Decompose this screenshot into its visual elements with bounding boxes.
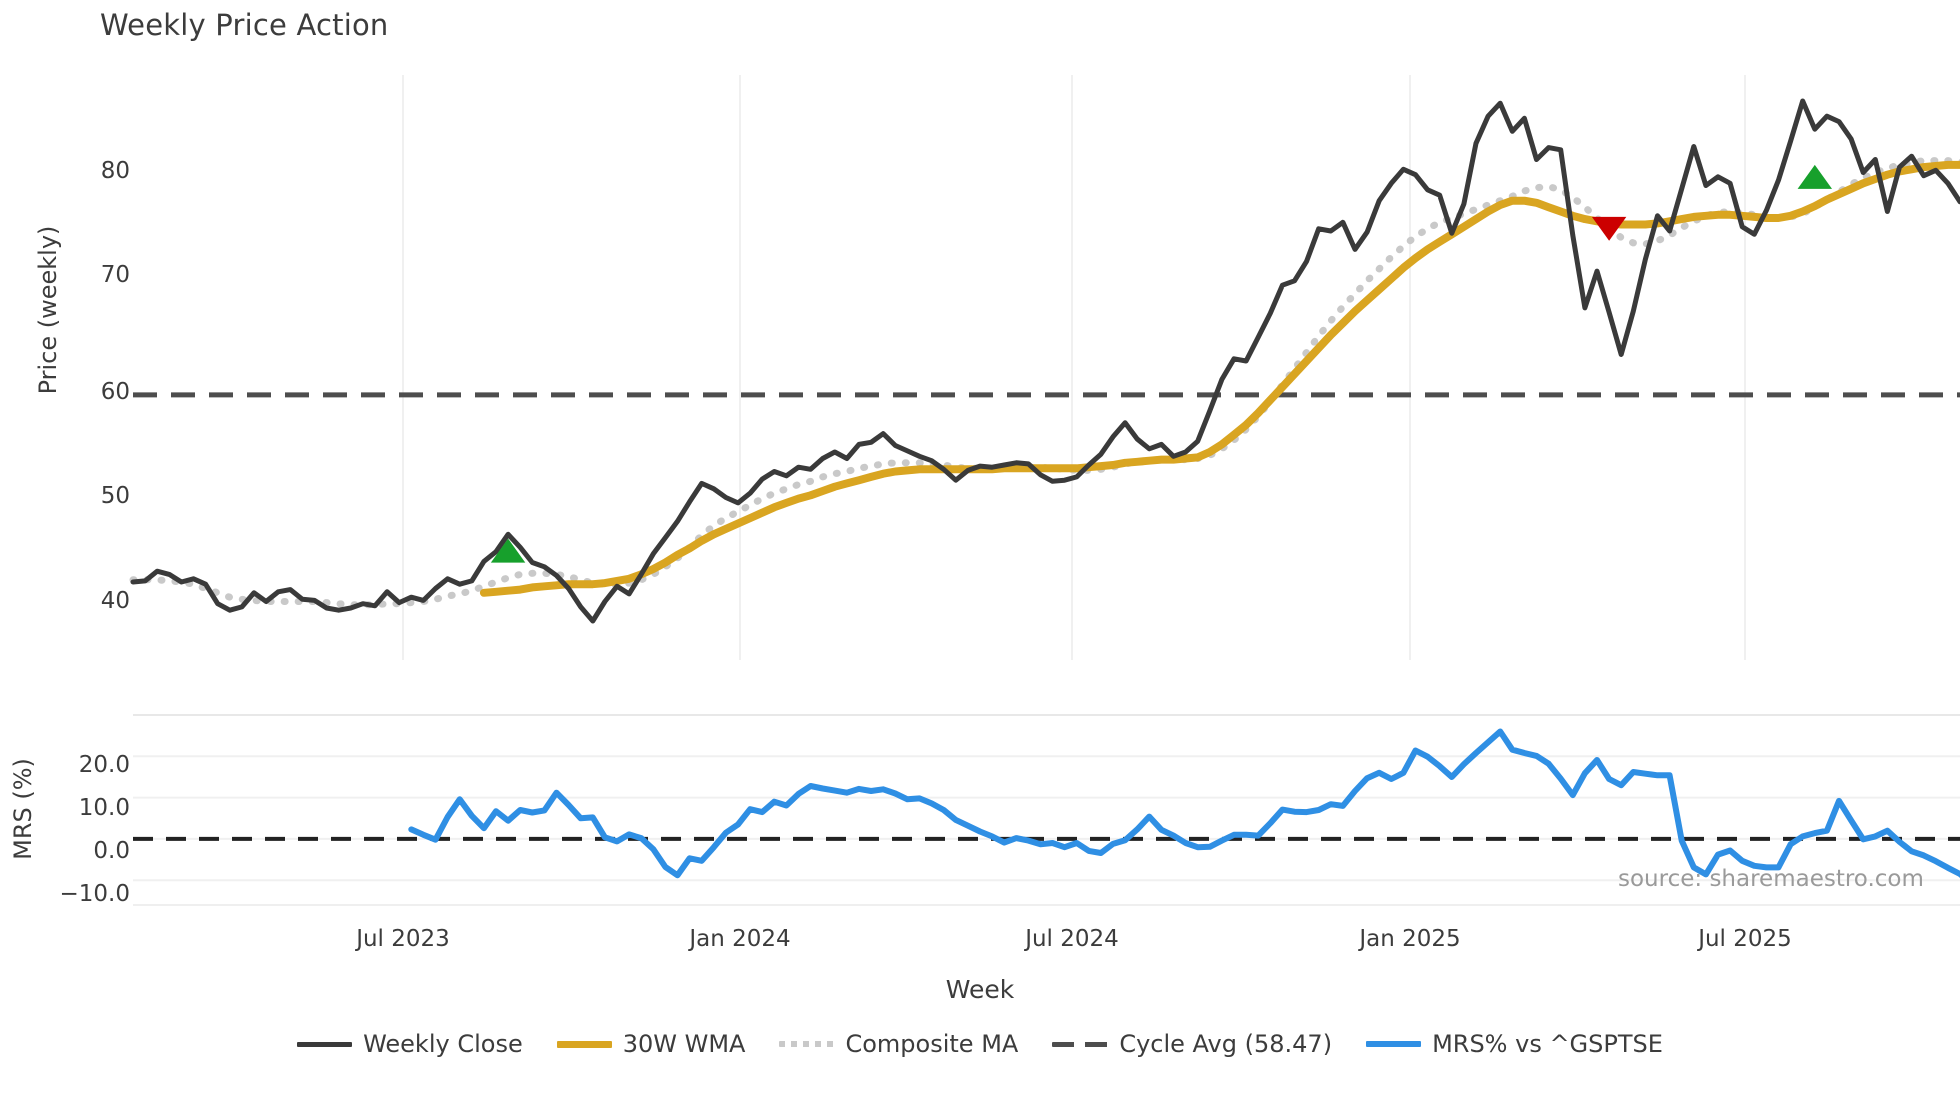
line-swatch-icon bbox=[297, 1041, 353, 1047]
chart-legend: Weekly Close 30W WMA Composite MA Cycle … bbox=[0, 1030, 1960, 1058]
source-watermark: source: sharemaestro.com bbox=[1618, 866, 1924, 892]
line-swatch-icon bbox=[556, 1040, 612, 1048]
wma-line bbox=[479, 160, 1960, 597]
y-tick-price-60: 60 bbox=[100, 379, 130, 405]
legend-label: 30W WMA bbox=[622, 1030, 746, 1058]
sell-marker-triangle-down bbox=[1591, 216, 1627, 241]
x-tick-jul-2024: Jul 2024 bbox=[1025, 926, 1119, 952]
dashed-line-swatch-icon bbox=[1052, 1041, 1109, 1047]
legend-item-composite-ma[interactable]: Composite MA bbox=[779, 1030, 1018, 1058]
legend-label: Cycle Avg (58.47) bbox=[1119, 1030, 1333, 1058]
y-tick-mrs-neg10: −10.0 bbox=[59, 881, 130, 907]
y-tick-price-50: 50 bbox=[100, 483, 130, 509]
x-tick-jan-2024: Jan 2024 bbox=[689, 926, 791, 952]
x-tick-jul-2023: Jul 2023 bbox=[356, 926, 450, 952]
y-tick-mrs-0: 0.0 bbox=[93, 838, 130, 864]
x-tick-jul-2025: Jul 2025 bbox=[1698, 926, 1792, 952]
legend-item-mrs[interactable]: MRS% vs ^GSPTSE bbox=[1366, 1030, 1663, 1058]
y-tick-price-70: 70 bbox=[100, 262, 130, 288]
legend-item-30w-wma[interactable]: 30W WMA bbox=[556, 1030, 746, 1058]
weekly-close-line bbox=[130, 98, 1960, 624]
x-tick-jan-2025: Jan 2025 bbox=[1359, 926, 1461, 952]
y-tick-mrs-10: 10.0 bbox=[78, 795, 130, 821]
legend-label: Composite MA bbox=[845, 1030, 1019, 1058]
y-tick-mrs-20: 20.0 bbox=[78, 752, 130, 778]
composite-ma-line bbox=[129, 157, 1960, 609]
mrs-line bbox=[408, 728, 1960, 879]
buy-marker-triangle-up bbox=[1797, 164, 1833, 189]
dotted-line-swatch-icon bbox=[779, 1041, 835, 1047]
buy-marker-triangle-up bbox=[490, 538, 526, 563]
chart-title: Weekly Price Action bbox=[100, 8, 389, 42]
x-axis-label: Week bbox=[945, 975, 1015, 1004]
legend-item-weekly-close[interactable]: Weekly Close bbox=[297, 1030, 523, 1058]
legend-item-cycle-avg[interactable]: Cycle Avg (58.47) bbox=[1052, 1030, 1332, 1058]
legend-label: MRS% vs ^GSPTSE bbox=[1432, 1030, 1663, 1058]
line-swatch-icon bbox=[1366, 1041, 1422, 1047]
y-tick-price-40: 40 bbox=[100, 588, 130, 614]
y-tick-price-80: 80 bbox=[100, 158, 130, 184]
legend-label: Weekly Close bbox=[363, 1030, 523, 1058]
